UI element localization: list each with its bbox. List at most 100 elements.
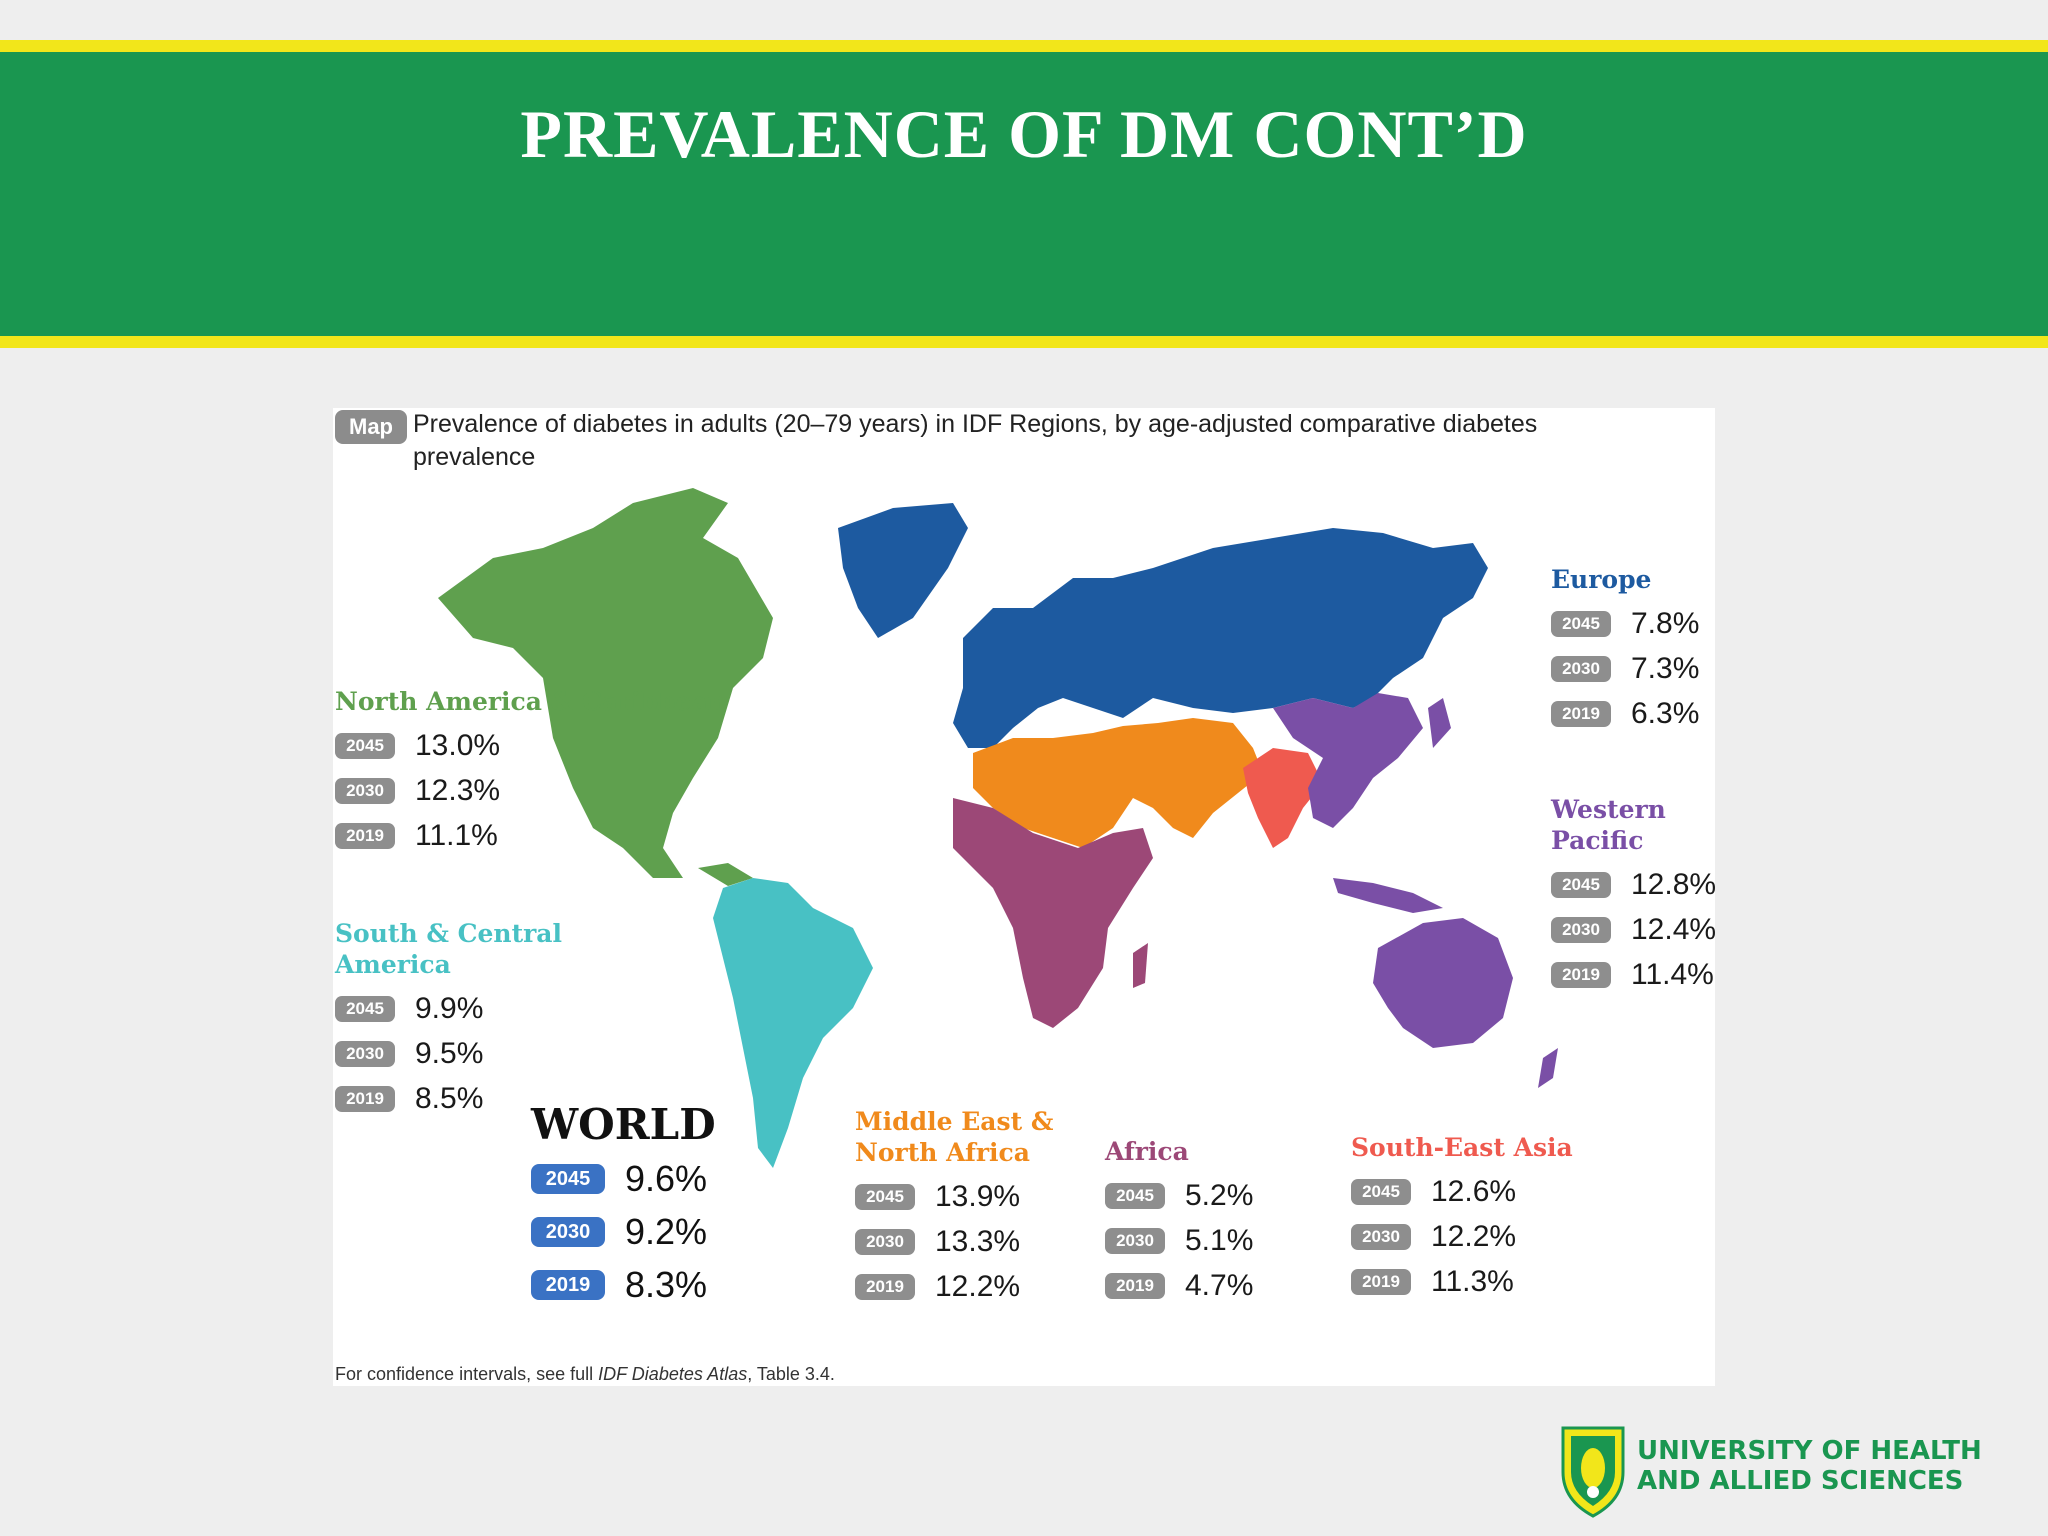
stat-value: 9.5% (415, 1036, 484, 1070)
year-badge: 2045 (335, 732, 395, 759)
region-name-north-america: North America & Caribbean (335, 687, 726, 716)
year-badge: 2030 (855, 1228, 915, 1255)
university-crest-icon (1561, 1426, 1625, 1518)
year-badge: 2045 (855, 1183, 915, 1210)
region-africa: Africa 2045 5.2% 2030 5.1% 2019 4.7% (1105, 1136, 1253, 1308)
stat-value: 7.8% (1631, 606, 1700, 640)
year-badge: 2045 (1351, 1178, 1411, 1205)
stat-value: 11.4% (1631, 957, 1714, 991)
map-tag: Map (335, 410, 407, 444)
stat-value: 12.2% (1431, 1219, 1517, 1253)
stat-value: 9.9% (415, 991, 484, 1025)
stat-row: 2019 8.5% (335, 1076, 575, 1121)
region-europe: Europe 2045 7.8% 2030 7.3% 2019 6.3% (1551, 564, 1699, 736)
map-caption: Prevalence of diabetes in adults (20–79 … (413, 410, 1538, 471)
stat-row: 2019 11.3% (1351, 1259, 1573, 1304)
region-shape-south-america (713, 878, 873, 1168)
header-top-stripe (0, 40, 2048, 52)
stat-value: 5.1% (1185, 1223, 1254, 1257)
region-south-america: South & Central America 2045 9.9% 2030 9.5… (335, 918, 575, 1121)
stat-row: 2019 12.2% (855, 1264, 1065, 1309)
region-shape-australia (1373, 918, 1513, 1048)
stat-value: 11.1% (415, 818, 498, 852)
stat-row: 2030 5.1% (1105, 1218, 1253, 1263)
stat-value: 6.3% (1631, 696, 1700, 730)
world-stat-value: 8.3% (625, 1263, 708, 1305)
year-badge: 2019 (335, 1085, 395, 1112)
stat-value: 8.5% (415, 1081, 484, 1115)
region-mena: Middle East & North Africa 2045 13.9% 203… (855, 1106, 1065, 1309)
logo-text: UNIVERSITY OF HEALTH AND ALLIED SCIENCES (1637, 1436, 1982, 1496)
world-year-badge: 2045 (531, 1163, 605, 1194)
region-north-america: North America & Caribbean 2045 13.0% 2030… (335, 686, 726, 858)
region-shape-madagascar (1133, 943, 1148, 988)
map-footnote: For confidence intervals, see full IDF D… (335, 1364, 835, 1385)
year-badge: 2045 (335, 995, 395, 1022)
world-year-badge: 2030 (531, 1216, 605, 1247)
world-stat-row: 2019 8.3% (531, 1258, 716, 1311)
world-stat-row: 2030 9.2% (531, 1205, 716, 1258)
stat-value: 5.2% (1185, 1178, 1254, 1212)
stat-row: 2030 12.2% (1351, 1214, 1573, 1259)
world-stat-value: 9.2% (625, 1210, 708, 1252)
year-badge: 2045 (1551, 871, 1611, 898)
region-shape-greenland (838, 503, 968, 638)
year-badge: 2045 (1551, 610, 1611, 637)
stat-value: 11.3% (1431, 1264, 1514, 1298)
region-name-africa: Africa (1105, 1137, 1189, 1166)
year-badge: 2019 (1551, 700, 1611, 727)
stat-row: 2045 12.6% (1351, 1169, 1573, 1214)
year-badge: 2030 (1551, 655, 1611, 682)
stat-value: 12.4% (1631, 912, 1717, 946)
region-name-south-america: South & Central America (335, 919, 563, 979)
region-shape-indonesia (1333, 878, 1443, 913)
year-badge: 2019 (335, 822, 395, 849)
year-badge: 2019 (1551, 961, 1611, 988)
stat-value: 13.3% (935, 1224, 1021, 1258)
university-logo: UNIVERSITY OF HEALTH AND ALLIED SCIENCES (1555, 1420, 2015, 1520)
stat-row: 2030 12.3% (335, 768, 726, 813)
year-badge: 2030 (1105, 1227, 1165, 1254)
region-shape-europe (953, 528, 1488, 748)
year-badge: 2019 (1351, 1268, 1411, 1295)
region-shape-north-america (438, 488, 773, 878)
logo-line-1: UNIVERSITY OF HEALTH (1637, 1436, 1982, 1466)
world-stat-row: 2045 9.6% (531, 1152, 716, 1205)
footnote-prefix: For confidence intervals, see full (335, 1364, 599, 1384)
year-badge: 2030 (335, 777, 395, 804)
stat-row: 2045 12.8% (1551, 862, 1716, 907)
year-badge: 2019 (855, 1273, 915, 1300)
stat-value: 12.2% (935, 1269, 1021, 1303)
slide-title: PREVALENCE OF DM CONT’D (520, 96, 1528, 172)
region-name-sea: South-East Asia (1351, 1133, 1573, 1162)
stat-value: 12.8% (1631, 867, 1717, 901)
region-shape-africa (953, 798, 1153, 1028)
footnote-source: IDF Diabetes Atlas (598, 1364, 748, 1384)
stat-row: 2045 7.8% (1551, 601, 1699, 646)
logo-line-2: AND ALLIED SCIENCES (1637, 1466, 1964, 1496)
region-shape-sea (1243, 748, 1323, 848)
world-title: WORLD (531, 1100, 716, 1149)
header-bottom-stripe (0, 336, 2048, 348)
stat-row: 2045 13.0% (335, 723, 726, 768)
stat-value: 7.3% (1631, 651, 1700, 685)
region-shape-new-zealand (1538, 1048, 1558, 1088)
year-badge: 2030 (1351, 1223, 1411, 1250)
stat-value: 4.7% (1185, 1268, 1254, 1302)
stat-row: 2045 9.9% (335, 986, 575, 1031)
stat-value: 12.6% (1431, 1174, 1517, 1208)
region-shape-caribbean (698, 863, 753, 886)
region-sea: South-East Asia 2045 12.6% 2030 12.2% 2019… (1351, 1132, 1573, 1304)
map-figure: Map Prevalence of diabetes in adults (20… (333, 408, 1717, 1386)
stat-row: 2019 11.1% (335, 813, 726, 858)
stat-row: 2030 9.5% (335, 1031, 575, 1076)
stat-value: 13.0% (415, 728, 501, 762)
year-badge: 2045 (1105, 1182, 1165, 1209)
world-year-badge: 2019 (531, 1269, 605, 1300)
region-shape-japan (1428, 698, 1451, 748)
region-shape-mena (973, 718, 1263, 848)
world-stat-value: 9.6% (625, 1157, 708, 1199)
header-band (0, 52, 2048, 336)
region-name-europe: Europe (1551, 565, 1652, 594)
stat-row: 2019 6.3% (1551, 691, 1699, 736)
